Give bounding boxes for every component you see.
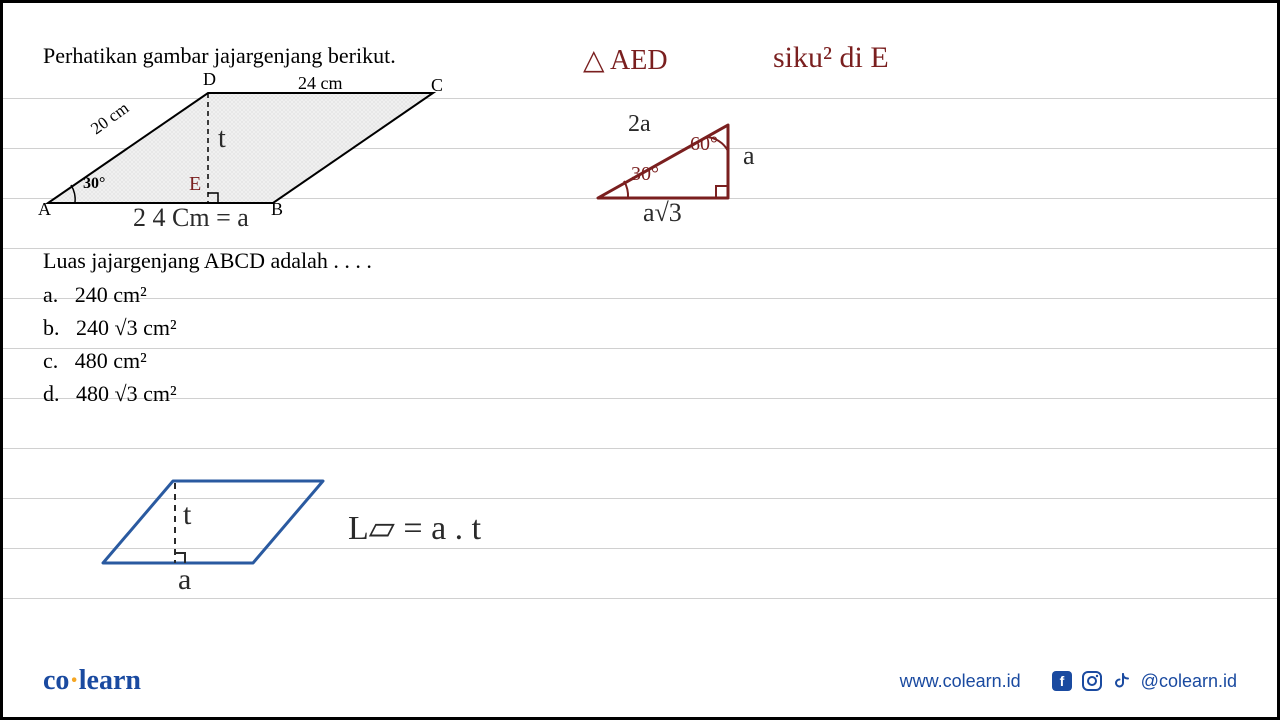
label-D: D xyxy=(203,69,216,90)
tri-a: a xyxy=(743,141,755,171)
tiktok-icon xyxy=(1111,670,1133,692)
tri-hyp: 2a xyxy=(628,111,651,138)
question-intro: Perhatikan gambar jajargenjang berikut. xyxy=(43,43,396,69)
note-siku: siku² di E xyxy=(773,41,889,75)
facebook-icon: f xyxy=(1051,670,1073,692)
question-prompt: Luas jajargenjang ABCD adalah . . . . xyxy=(43,248,372,274)
footer-handle: @colearn.id xyxy=(1141,671,1237,692)
parallelogram-sketch xyxy=(93,463,333,583)
tri-60: 60° xyxy=(690,133,718,156)
tri-30: 30° xyxy=(631,163,659,186)
instagram-icon xyxy=(1081,670,1103,692)
page-content: Perhatikan gambar jajargenjang berikut. … xyxy=(3,3,1277,717)
note-triangle-aed: △ AED xyxy=(583,43,668,77)
footer-url: www.colearn.id xyxy=(900,671,1021,692)
option-a: a. 240 cm² xyxy=(43,278,177,311)
options-list: a. 240 cm² b. 240 √3 cm² c. 480 cm² d. 4… xyxy=(43,278,177,410)
option-d: d. 480 √3 cm² xyxy=(43,377,177,410)
svg-text:f: f xyxy=(1059,673,1064,689)
label-C: C xyxy=(431,75,443,96)
footer: co·learn www.colearn.id f @colearn.id xyxy=(3,665,1277,697)
social-icons: f @colearn.id xyxy=(1051,670,1237,692)
option-b: b. 240 √3 cm² xyxy=(43,311,177,344)
sketch-a: a xyxy=(178,563,191,597)
formula: L▱ = a . t xyxy=(348,508,481,548)
label-E: E xyxy=(189,173,201,196)
label-B: B xyxy=(271,199,283,220)
tri-asqrt3: a√3 xyxy=(643,198,682,228)
label-t: t xyxy=(218,123,226,155)
sketch-t: t xyxy=(183,498,191,532)
label-30deg: 30° xyxy=(83,175,105,193)
label-24cm: 24 cm xyxy=(298,73,343,94)
logo: co·learn xyxy=(43,665,141,697)
annotation-24cm-a: 2 4 Cm = a xyxy=(133,203,249,233)
option-c: c. 480 cm² xyxy=(43,344,177,377)
footer-right: www.colearn.id f @colearn.id xyxy=(900,670,1237,692)
label-A: A xyxy=(38,199,51,220)
